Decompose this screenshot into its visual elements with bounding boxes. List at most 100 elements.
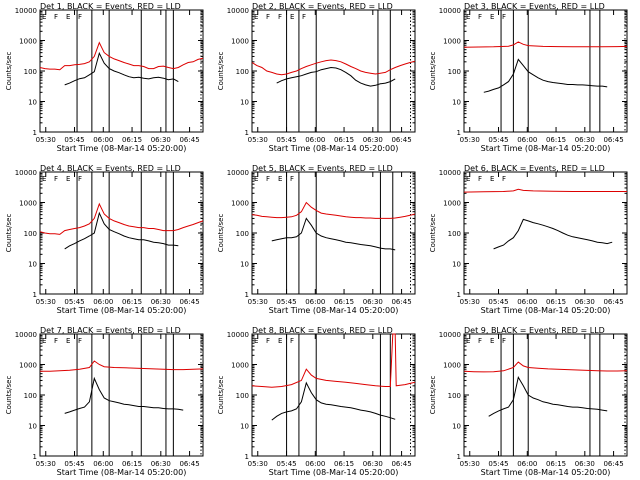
- x-tick-label: 06:15: [546, 298, 566, 306]
- x-tick-label: 06:45: [391, 298, 411, 306]
- x-tick-label: 06:15: [334, 298, 354, 306]
- flag-label: F: [54, 337, 58, 345]
- x-tick-label: 06:15: [334, 136, 354, 144]
- panel-title: Det 7, BLACK = Events, RED = LLD: [40, 326, 181, 335]
- flag-label: F: [290, 337, 294, 345]
- x-tick-label: 06:45: [603, 298, 623, 306]
- plot-frame: [463, 333, 628, 457]
- events-series-line: [64, 51, 179, 86]
- panel-title: Det 5, BLACK = Events, RED = LLD: [252, 164, 393, 173]
- panel-title: Det 1, BLACK = Events, RED = LLD: [40, 2, 181, 11]
- y-tick-label: 10: [452, 423, 461, 431]
- y-axis-label: Counts/sec: [217, 52, 225, 91]
- lld-series-line: [463, 41, 628, 48]
- x-tick-label: 06:00: [93, 136, 113, 144]
- x-tick-label: 06:30: [363, 298, 383, 306]
- y-tick-label: 10: [240, 261, 249, 269]
- flag-label: F: [290, 175, 294, 183]
- x-tick-label: 06:15: [546, 136, 566, 144]
- flag-label: F: [478, 175, 482, 183]
- y-tick-label: 10000: [439, 7, 461, 15]
- flag-label: F: [278, 13, 282, 21]
- flag-label: F: [502, 13, 506, 21]
- flag-label: E: [490, 337, 494, 345]
- lld-series-line: [251, 59, 416, 76]
- x-tick-label: 05:30: [460, 136, 480, 144]
- y-tick-label: 100: [24, 230, 37, 238]
- x-tick-label: 06:15: [122, 460, 142, 468]
- events-series-line: [483, 58, 608, 93]
- x-axis-label: Start Time (08-Mar-14 05:20:00): [481, 306, 611, 315]
- x-tick-label: 05:45: [276, 136, 296, 144]
- x-tick-label: 06:15: [122, 298, 142, 306]
- x-tick-label: 06:15: [334, 460, 354, 468]
- flag-label: F: [54, 175, 58, 183]
- y-tick-label: 1000: [443, 38, 461, 46]
- x-tick-label: 06:45: [179, 136, 199, 144]
- flag-label: F: [266, 337, 270, 345]
- y-axis-label: Counts/sec: [217, 376, 225, 415]
- lld-series-line: [39, 202, 204, 235]
- events-series-line: [488, 375, 608, 417]
- flag-label: E: [466, 175, 470, 183]
- x-tick-label: 05:30: [248, 136, 268, 144]
- plot-frame: [39, 333, 204, 457]
- y-axis-label: Counts/sec: [429, 214, 437, 253]
- events-series-line: [493, 218, 613, 250]
- y-tick-label: 1: [245, 453, 249, 461]
- plot-frame: [39, 171, 204, 295]
- plot-frame: [463, 171, 628, 295]
- flag-label: E: [278, 175, 282, 183]
- panel-title: Det 3, BLACK = Events, RED = LLD: [464, 2, 605, 11]
- lld-series-line: [463, 361, 628, 373]
- y-tick-label: 100: [236, 392, 249, 400]
- flag-label: F: [266, 175, 270, 183]
- x-tick-label: 06:30: [151, 460, 171, 468]
- y-tick-label: 10: [28, 99, 37, 107]
- x-axis-label: Start Time (08-Mar-14 05:20:00): [57, 306, 187, 315]
- x-tick-label: 06:30: [151, 136, 171, 144]
- y-tick-label: 100: [448, 68, 461, 76]
- flag-label: F: [502, 337, 506, 345]
- flag-label: E: [254, 337, 258, 345]
- x-tick-label: 05:45: [488, 136, 508, 144]
- y-tick-label: 1: [457, 129, 461, 137]
- lld-series-line: [40, 360, 204, 372]
- y-tick-label: 100: [448, 230, 461, 238]
- x-axis-label: Start Time (08-Mar-14 05:20:00): [481, 144, 611, 153]
- x-axis-label: Start Time (08-Mar-14 05:20:00): [269, 144, 399, 153]
- y-tick-label: 1000: [231, 38, 249, 46]
- x-tick-label: 05:45: [488, 298, 508, 306]
- flag-label: F: [78, 337, 82, 345]
- flag-label: E: [278, 337, 282, 345]
- y-tick-label: 1: [33, 453, 37, 461]
- x-tick-label: 05:45: [276, 298, 296, 306]
- x-axis-label: Start Time (08-Mar-14 05:20:00): [57, 468, 187, 477]
- events-series-line: [276, 66, 396, 87]
- panel-title: Det 9, BLACK = Events, RED = LLD: [464, 326, 605, 335]
- flag-label: E: [254, 175, 258, 183]
- plot-frame: [463, 9, 628, 133]
- x-tick-label: 06:45: [391, 460, 411, 468]
- lld-series-line: [251, 333, 416, 388]
- x-axis-label: Start Time (08-Mar-14 05:20:00): [269, 468, 399, 477]
- flag-label: F: [266, 13, 270, 21]
- x-tick-label: 06:45: [391, 136, 411, 144]
- y-tick-label: 10000: [439, 331, 461, 339]
- y-axis-label: Counts/sec: [429, 52, 437, 91]
- lld-series-line: [39, 41, 204, 71]
- flag-label: E: [254, 13, 258, 21]
- flag-label: E: [290, 13, 294, 21]
- y-tick-label: 100: [236, 68, 249, 76]
- flag-label: E: [466, 337, 470, 345]
- y-tick-label: 10000: [227, 7, 249, 15]
- y-tick-label: 100: [448, 392, 461, 400]
- y-axis-label: Counts/sec: [5, 214, 13, 253]
- y-tick-label: 10: [28, 261, 37, 269]
